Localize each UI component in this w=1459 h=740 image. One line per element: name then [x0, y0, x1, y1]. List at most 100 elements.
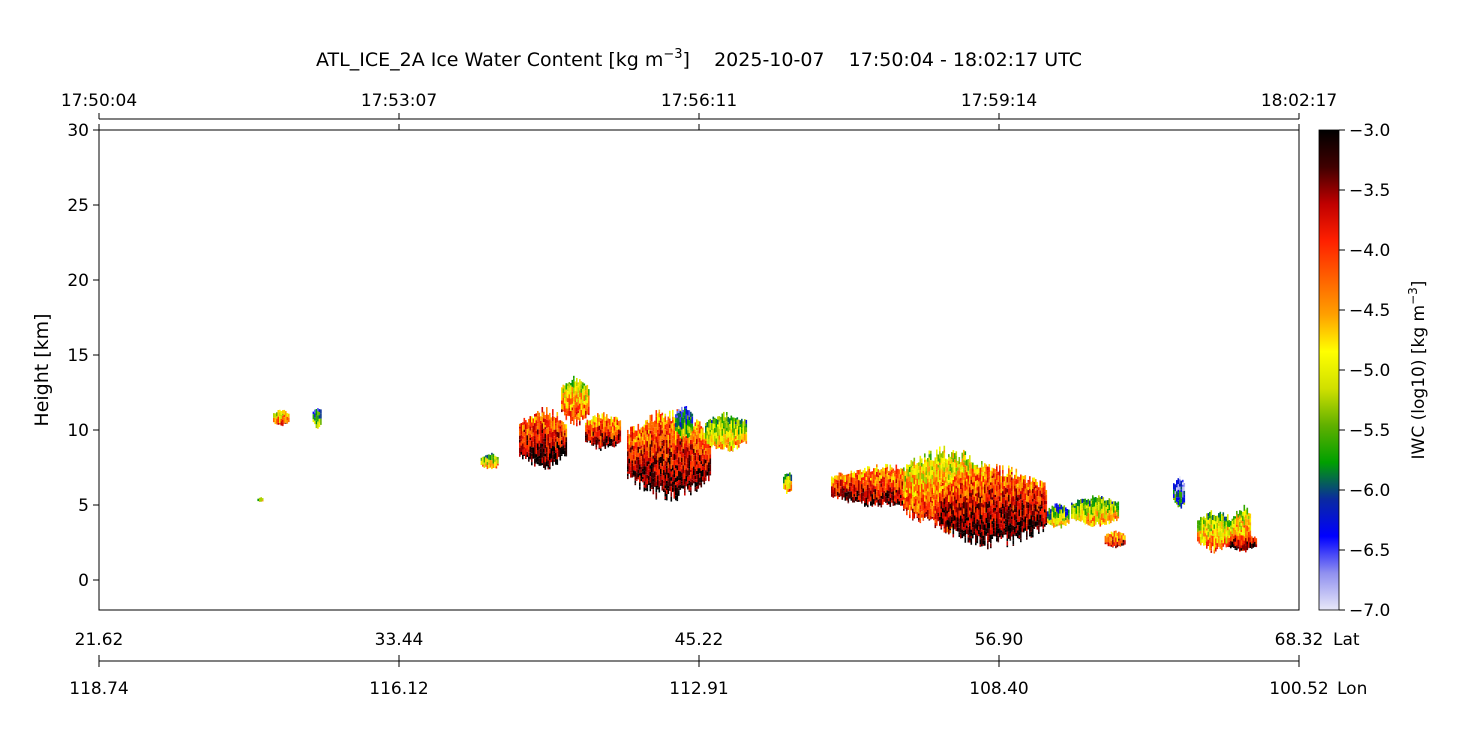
iwc-cell [657, 475, 659, 480]
iwc-cell [940, 494, 943, 502]
iwc-cell [988, 538, 991, 542]
iwc-cell [964, 490, 967, 497]
iwc-cell [948, 480, 950, 483]
iwc-cell [1011, 491, 1013, 498]
iwc-cell [972, 527, 974, 534]
iwc-cell [1032, 477, 1034, 481]
iwc-cell [1023, 491, 1025, 499]
iwc-cell [892, 491, 895, 496]
iwc-cell [684, 437, 686, 441]
iwc-cell [1018, 521, 1021, 526]
iwc-cell [946, 463, 949, 468]
iwc-cell [970, 511, 973, 519]
iwc-cell [558, 445, 560, 450]
iwc-cell [861, 489, 863, 493]
iwc-cell [958, 503, 961, 508]
iwc-cell [691, 444, 694, 450]
iwc-cell [1122, 542, 1125, 546]
iwc-cell [556, 429, 559, 432]
iwc-cell [603, 436, 605, 440]
iwc-cell [964, 477, 967, 482]
iwc-cell [951, 517, 953, 520]
iwc-cell [582, 388, 584, 392]
iwc-cell [631, 445, 634, 450]
iwc-cell [786, 486, 788, 491]
iwc-cell [1009, 494, 1012, 499]
iwc-cell [663, 433, 665, 437]
iwc-cell [856, 474, 859, 480]
iwc-cell [1104, 503, 1106, 506]
iwc-cell [990, 505, 992, 511]
iwc-cell [945, 511, 947, 517]
iwc-cell [257, 498, 259, 502]
iwc-cell [588, 433, 590, 437]
iwc-cell [1009, 507, 1012, 510]
iwc-cell [937, 461, 940, 465]
iwc-cell [694, 426, 697, 430]
iwc-cell [997, 524, 1000, 529]
iwc-cell [600, 436, 602, 440]
iwc-cell [948, 526, 950, 529]
iwc-cell [738, 429, 740, 435]
iwc-cell [1038, 490, 1040, 497]
iwc-cell [1032, 493, 1034, 499]
iwc-cell [1115, 532, 1117, 538]
iwc-cell [700, 476, 703, 483]
iwc-cell [900, 468, 902, 472]
iwc-cell [895, 479, 898, 484]
iwc-cell [912, 485, 914, 492]
iwc-cell [1240, 517, 1243, 521]
iwc-cell [868, 493, 871, 499]
iwc-cell [885, 467, 887, 474]
iwc-cell [589, 423, 592, 431]
iwc-cell [939, 458, 941, 463]
iwc-cell [1035, 490, 1037, 496]
iwc-cell [1101, 508, 1103, 514]
iwc-cell [676, 420, 679, 427]
iwc-cell [739, 430, 742, 436]
iwc-cell [1002, 489, 1004, 492]
iwc-cell [616, 422, 619, 425]
iwc-cell [657, 423, 659, 430]
iwc-cell [976, 480, 979, 485]
iwc-cell [1242, 521, 1244, 524]
iwc-cell [643, 448, 646, 453]
iwc-cell [948, 520, 950, 526]
iwc-cell [936, 481, 938, 486]
iwc-cell [691, 430, 694, 434]
iwc-cell [1179, 497, 1181, 500]
iwc-cell [1044, 495, 1046, 501]
iwc-cell [1074, 518, 1076, 520]
iwc-cell [531, 416, 533, 423]
iwc-cell [975, 509, 977, 513]
iwc-cell [957, 480, 959, 484]
iwc-cell [630, 472, 632, 478]
iwc-cell [588, 420, 590, 426]
iwc-cell [696, 464, 698, 471]
iwc-cell [658, 469, 661, 475]
iwc-cell [538, 446, 541, 450]
iwc-cell [864, 503, 866, 507]
iwc-cell [1246, 522, 1249, 526]
iwc-cell [1215, 524, 1217, 529]
iwc-cell [1057, 504, 1060, 507]
iwc-cell [919, 509, 922, 513]
iwc-cell [598, 430, 601, 437]
iwc-cell [936, 490, 938, 495]
iwc-cell [978, 467, 980, 473]
iwc-cell [904, 498, 907, 505]
iwc-cell [1026, 537, 1028, 540]
iwc-cell [880, 486, 883, 493]
iwc-cell [561, 420, 563, 425]
iwc-cell [961, 508, 964, 512]
iwc-cell [1098, 518, 1100, 525]
iwc-cell [537, 450, 539, 457]
iwc-cell [682, 470, 685, 474]
iwc-cell [1074, 507, 1076, 513]
iwc-cell [676, 459, 679, 463]
iwc-cell [1209, 511, 1211, 519]
iwc-cell [555, 429, 557, 435]
iwc-cell [652, 462, 655, 468]
iwc-cell [946, 467, 949, 472]
iwc-cell [907, 469, 910, 475]
